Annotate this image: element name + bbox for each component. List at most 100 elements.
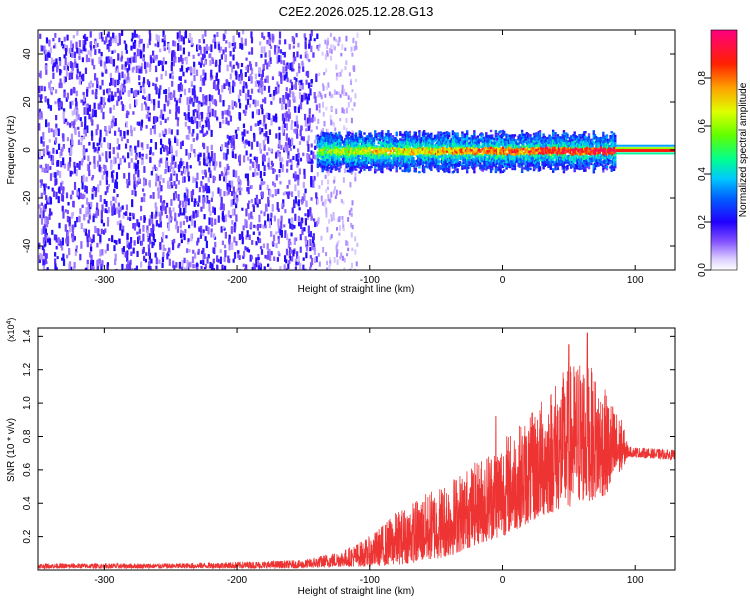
heatmap-cell <box>408 166 412 170</box>
heatmap-cell <box>263 46 266 54</box>
heatmap-cell <box>452 170 456 173</box>
heatmap-cell <box>389 135 392 138</box>
heatmap-cell <box>66 121 69 126</box>
heatmap-cell <box>363 165 366 169</box>
heatmap-cell <box>491 134 494 137</box>
heatmap-cell <box>437 133 440 137</box>
heatmap-cell <box>146 43 150 49</box>
heatmap-cell <box>294 128 297 134</box>
heatmap-cell <box>195 213 198 218</box>
heatmap-cell <box>307 135 310 141</box>
heatmap-cell <box>132 223 135 229</box>
heatmap-cell <box>141 103 144 111</box>
heatmap-cell <box>338 225 341 231</box>
heatmap-cell <box>342 223 345 230</box>
heatmap-cell <box>164 145 167 150</box>
heatmap-cell <box>140 87 143 91</box>
heatmap-cell <box>431 143 434 146</box>
heatmap-cell <box>201 77 204 86</box>
heatmap-cell <box>68 47 71 54</box>
heatmap-cell <box>332 211 335 218</box>
heatmap-cell <box>334 195 337 200</box>
heatmap-cell <box>71 236 74 242</box>
heatmap-cell <box>59 170 62 178</box>
heatmap-cell <box>497 168 500 172</box>
heatmap-cell <box>54 33 57 38</box>
heatmap-cell <box>223 83 226 90</box>
heatmap-cell <box>310 143 313 148</box>
heatmap-cell <box>117 42 120 46</box>
heatmap-cell <box>232 198 235 205</box>
heatmap-cell <box>268 50 271 58</box>
heatmap-cell <box>39 207 42 214</box>
heatmap-cell <box>204 132 207 137</box>
heatmap-cell <box>456 134 459 138</box>
heatmap-cell <box>309 231 313 238</box>
heatmap-cell <box>197 251 200 255</box>
heatmap-cell <box>142 179 146 187</box>
heatmap-cell <box>259 170 262 179</box>
heatmap-cell <box>412 149 415 153</box>
heatmap-cell <box>344 66 347 71</box>
heatmap-cell <box>267 162 270 167</box>
heatmap-cell <box>350 46 353 52</box>
heatmap-cell <box>55 191 58 200</box>
heatmap-cell <box>330 217 333 222</box>
heatmap-cell <box>173 238 176 244</box>
heatmap-cell <box>294 213 297 221</box>
heatmap-cell <box>171 71 174 75</box>
heatmap-cell <box>203 213 206 220</box>
heatmap-cell <box>341 216 344 220</box>
heatmap-cell <box>249 73 252 78</box>
heatmap-cell <box>245 104 248 110</box>
heatmap-cell <box>325 85 328 90</box>
heatmap-cell <box>381 130 384 133</box>
heatmap-cell <box>334 132 338 135</box>
heatmap-cell <box>237 126 240 131</box>
heatmap-cell <box>294 196 297 204</box>
heatmap-cell <box>199 63 203 68</box>
heatmap-cell <box>173 192 176 201</box>
heatmap-cell <box>91 193 94 200</box>
heatmap-cell <box>133 162 136 169</box>
heatmap-cell <box>401 169 404 172</box>
heatmap-cell <box>312 52 315 58</box>
heatmap-cell <box>322 127 325 132</box>
heatmap-cell <box>61 247 64 251</box>
heatmap-cell <box>38 85 41 94</box>
heatmap-cell <box>157 35 160 42</box>
heatmap-cell <box>168 138 171 145</box>
heatmap-cell <box>332 44 335 50</box>
heatmap-cell <box>340 52 343 57</box>
heatmap-cell <box>196 172 199 180</box>
heatmap-cell <box>329 146 333 149</box>
heatmap-cell <box>228 86 232 94</box>
heatmap-cell <box>168 166 172 172</box>
heatmap-cell <box>100 56 103 61</box>
heatmap-cell <box>345 127 348 132</box>
heatmap-cell <box>48 214 51 220</box>
heatmap-cell <box>235 133 238 140</box>
heatmap-cell <box>258 199 261 204</box>
heatmap-cell <box>140 119 144 124</box>
heatmap-cell <box>72 86 75 94</box>
heatmap-cell <box>307 93 310 101</box>
heatmap-cell <box>40 218 44 225</box>
heatmap-cell <box>473 170 476 174</box>
heatmap-cell <box>124 61 128 67</box>
heatmap-cell <box>273 89 276 96</box>
heatmap-cell <box>339 144 342 147</box>
heatmap-cell <box>211 99 215 105</box>
heatmap-cell <box>327 179 330 185</box>
heatmap-cell <box>252 205 256 213</box>
heatmap-cell <box>110 163 113 170</box>
heatmap-cell <box>247 180 250 186</box>
heatmap-cell <box>93 102 96 109</box>
heatmap-cell <box>113 239 116 244</box>
heatmap-cell <box>148 67 152 73</box>
heatmap-cell <box>244 173 248 179</box>
heatmap-cell <box>315 256 318 263</box>
heatmap-cell <box>254 168 257 177</box>
heatmap-cell <box>235 214 238 222</box>
heatmap-cell <box>115 172 119 180</box>
